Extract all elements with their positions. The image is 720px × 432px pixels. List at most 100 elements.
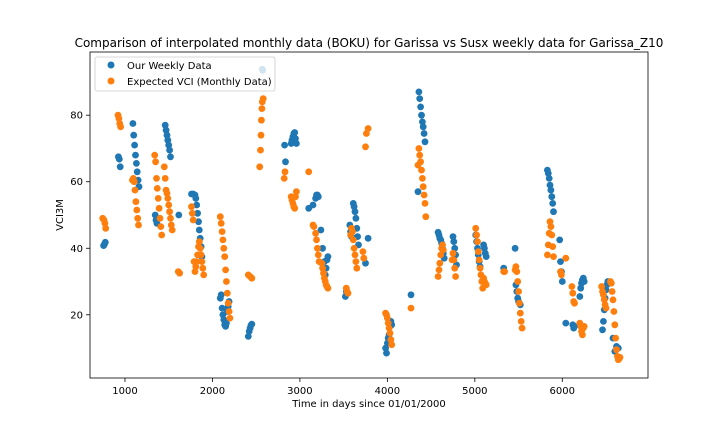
weekly-data-point — [314, 193, 322, 201]
monthly-data-point — [516, 309, 524, 317]
y-tick-label: 20 — [70, 310, 83, 321]
monthly-data-point — [359, 248, 367, 256]
weekly-data-point — [418, 111, 425, 119]
monthly-data-point — [101, 219, 109, 227]
monthly-data-point — [420, 191, 428, 199]
weekly-data-point — [417, 103, 424, 111]
monthly-data-point — [415, 145, 423, 152]
monthly-data-point — [609, 296, 617, 304]
y-axis-label: VCI3M — [55, 199, 66, 231]
monthly-data-point — [610, 308, 618, 315]
monthly-data-point — [419, 175, 426, 182]
monthly-data-point — [164, 195, 172, 202]
legend-marker-weekly — [107, 61, 115, 69]
monthly-data-point — [473, 231, 480, 239]
monthly-data-point — [616, 354, 624, 361]
monthly-data-point — [198, 258, 206, 265]
monthly-data-point — [449, 249, 457, 257]
weekly-data-point — [195, 226, 203, 234]
monthly-data-point — [259, 95, 267, 102]
weekly-data-point — [420, 130, 428, 137]
weekly-data-point — [449, 233, 457, 241]
monthly-data-point — [132, 198, 140, 206]
weekly-data-point — [407, 291, 415, 299]
weekly-data-point — [571, 323, 578, 330]
monthly-data-point — [318, 259, 326, 267]
monthly-data-point — [482, 281, 490, 289]
monthly-data-point — [153, 175, 160, 182]
weekly-data-point — [324, 253, 332, 260]
monthly-data-point — [422, 213, 430, 221]
monthly-data-point — [517, 318, 525, 325]
monthly-data-point — [364, 125, 372, 132]
monthly-data-point — [439, 241, 446, 249]
monthly-data-point — [256, 163, 264, 171]
weekly-data-point — [193, 201, 201, 209]
monthly-data-point — [516, 299, 523, 307]
monthly-data-point — [161, 175, 169, 182]
axes-frame — [89, 51, 649, 379]
monthly-data-point — [152, 158, 160, 166]
monthly-data-point — [475, 256, 483, 264]
monthly-data-point — [223, 289, 231, 297]
monthly-data-point — [165, 201, 173, 209]
monthly-data-point — [200, 271, 208, 279]
weekly-data-point — [421, 138, 429, 146]
monthly-data-point — [226, 314, 234, 322]
monthly-data-point — [548, 231, 556, 239]
monthly-data-point — [158, 231, 166, 239]
weekly-data-point — [415, 88, 423, 96]
weekly-data-point — [217, 291, 225, 299]
monthly-data-point — [291, 204, 299, 212]
weekly-data-point — [282, 158, 289, 166]
weekly-data-point — [281, 141, 288, 149]
weekly-data-point — [577, 284, 585, 292]
y-axis-ticks: 20 40 60 80 — [70, 111, 90, 321]
monthly-data-point — [419, 183, 427, 191]
monthly-data-point — [421, 200, 429, 207]
weekly-data-point — [383, 349, 390, 357]
monthly-data-point — [612, 334, 619, 342]
monthly-data-point — [571, 299, 578, 307]
chart-title: Comparison of interpolated monthly data … — [75, 36, 664, 50]
monthly-data-point — [513, 268, 521, 275]
monthly-data-point — [176, 269, 184, 277]
monthly-data-point — [602, 304, 610, 312]
x-axis-label: Time in days since 01/01/2000 — [291, 399, 446, 410]
legend-box — [94, 56, 276, 92]
monthly-data-point — [608, 288, 616, 295]
legend: Our Weekly Data Expected VCI (Monthly Da… — [94, 56, 276, 92]
monthly-data-point — [314, 244, 321, 252]
monthly-data-point — [163, 190, 171, 197]
monthly-data-point — [117, 123, 124, 131]
monthly-data-point — [197, 251, 205, 259]
monthly-data-point — [476, 264, 484, 272]
y-tick-label: 60 — [70, 177, 83, 188]
weekly-data-point — [293, 140, 300, 147]
weekly-data-point — [218, 304, 226, 312]
weekly-data-point — [151, 211, 159, 219]
weekly-data-point — [167, 153, 174, 161]
monthly-data-point — [312, 229, 319, 237]
monthly-data-point — [217, 219, 225, 227]
monthly-data-point — [353, 264, 361, 272]
weekly-data-point — [195, 218, 202, 226]
monthly-data-point — [416, 151, 424, 159]
weekly-data-point — [550, 208, 557, 216]
monthly-data-point — [154, 195, 162, 202]
monthly-data-point — [195, 238, 203, 246]
monthly-data-point — [189, 216, 197, 224]
weekly-data-point — [248, 320, 256, 328]
weekly-data-point — [194, 209, 202, 217]
weekly-data-point — [414, 188, 422, 196]
monthly-data-point — [188, 203, 195, 211]
y-tick-label: 40 — [70, 244, 83, 255]
weekly-data-point — [547, 186, 555, 194]
x-tick-label: 4000 — [375, 386, 400, 397]
monthly-data-point — [452, 273, 459, 280]
monthly-data-point — [257, 131, 265, 139]
monthly-data-point — [305, 168, 313, 176]
monthly-data-point — [600, 296, 608, 304]
weekly-data-point — [129, 120, 137, 127]
monthly-data-point — [407, 304, 415, 312]
